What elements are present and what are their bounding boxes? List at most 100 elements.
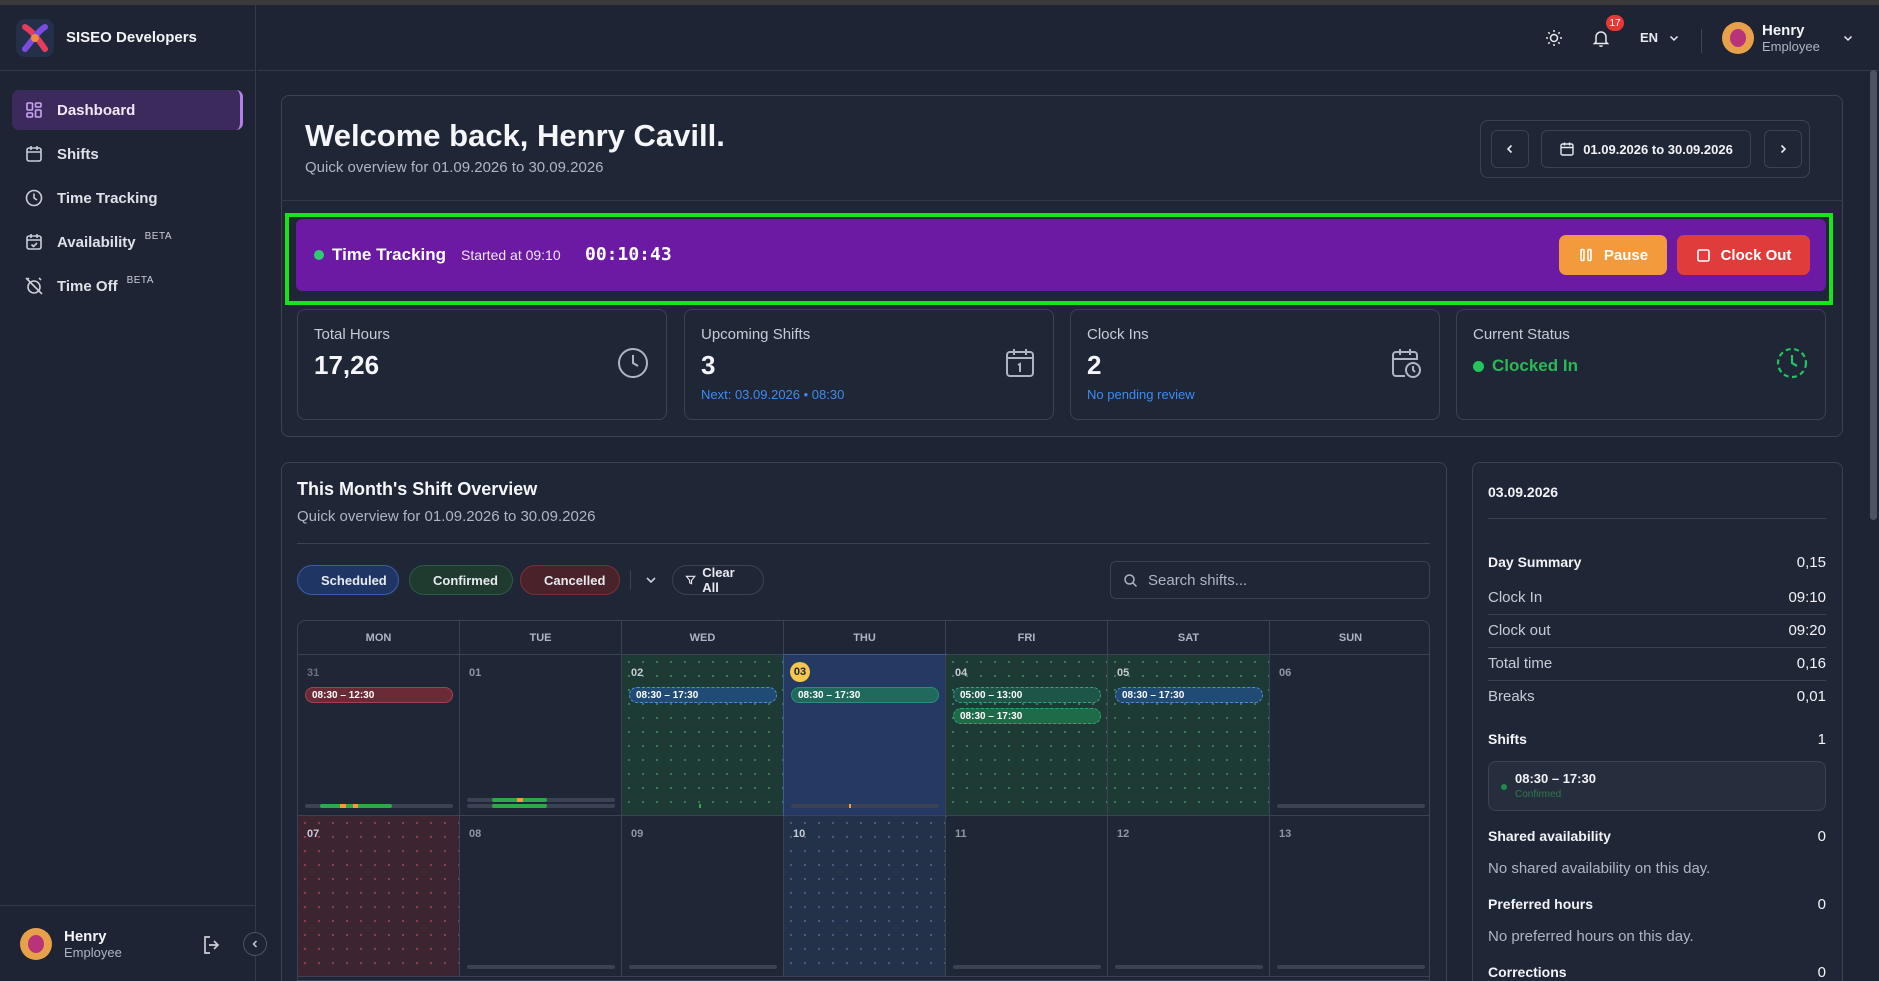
stat-card-clock-ins: Clock Ins 2 No pending review <box>1070 309 1440 420</box>
shift-pill[interactable]: 05:00 – 13:00 <box>953 687 1101 703</box>
calendar-day[interactable]: 12 <box>1108 816 1270 977</box>
filter-scheduled[interactable]: Scheduled <box>297 565 399 595</box>
beta-badge: BETA <box>126 274 154 286</box>
sidebar-item-dashboard[interactable]: Dashboard <box>12 90 243 130</box>
shifts-row: Shifts 1 <box>1488 731 1826 748</box>
calendar-day[interactable]: 06 <box>1270 655 1429 816</box>
shift-pill[interactable]: 08:30 – 17:30 <box>791 687 939 703</box>
shifts-label: Shifts <box>1488 731 1527 747</box>
alarm-off-icon <box>25 277 43 295</box>
sidebar-item-shifts[interactable]: Shifts <box>12 134 243 174</box>
divider <box>1488 680 1826 681</box>
filter-label: Scheduled <box>321 572 387 588</box>
day-number: 09 <box>631 828 644 840</box>
sidebar-item-time-tracking[interactable]: Time Tracking <box>12 178 243 218</box>
shifts-count: 1 <box>1817 731 1826 748</box>
shift-calendar: MON TUE WED THU FRI SAT SUN 31 08:30 – 1… <box>297 620 1430 981</box>
pause-button[interactable]: Pause <box>1559 235 1667 275</box>
next-shift-link[interactable]: Next: 03.09.2026 • 08:30 <box>701 387 845 402</box>
filter-label: Cancelled <box>544 572 606 588</box>
day-timeline <box>629 965 777 969</box>
calendar-day-today[interactable]: 03 08:30 – 17:30 <box>783 654 947 817</box>
collapse-sidebar-button[interactable] <box>243 932 267 956</box>
filter-cancelled[interactable]: Cancelled <box>520 565 620 595</box>
calendar-day[interactable]: 04 05:00 – 13:00 08:30 – 17:30 <box>946 655 1108 816</box>
chevron-left-icon <box>1506 144 1513 154</box>
day-number: 04 <box>955 667 968 679</box>
day-number: 13 <box>1279 828 1292 840</box>
user-menu[interactable]: Henry Employee <box>1722 22 1854 54</box>
filter-confirmed[interactable]: Confirmed <box>409 565 513 595</box>
shift-pill[interactable]: 08:30 – 17:30 <box>1115 687 1263 703</box>
weekday-header: MON <box>298 621 460 655</box>
filter-separator <box>630 570 631 590</box>
bell-icon[interactable] <box>1590 27 1612 49</box>
scrollbar[interactable] <box>1870 70 1877 520</box>
language-selector[interactable]: EN <box>1640 30 1680 45</box>
preferred-hours-row: Preferred hours 0 <box>1488 896 1826 913</box>
clock-icon <box>25 189 43 207</box>
brand[interactable]: SISEO Developers <box>0 5 255 71</box>
pending-review-link[interactable]: No pending review <box>1087 387 1195 402</box>
chevron-down-icon[interactable] <box>641 570 661 590</box>
detail-value: 0,01 <box>1796 688 1826 705</box>
day-number: 05 <box>1117 667 1130 679</box>
filter-icon <box>685 575 696 585</box>
corrections-label: Corrections <box>1488 964 1567 980</box>
dashboard-icon <box>26 102 42 118</box>
topbar-user-name: Henry <box>1762 22 1805 39</box>
weekday-header: WED <box>622 621 784 655</box>
day-number: 11 <box>955 828 967 840</box>
sidebar-item-label: Shifts <box>57 145 99 163</box>
status-value: Clocked In <box>1473 356 1578 376</box>
date-range-navigator: 01.09.2026 to 30.09.2026 <box>1480 120 1810 178</box>
calendar-day[interactable]: 08 <box>460 816 622 977</box>
active-status-dot <box>314 250 324 260</box>
shift-pill[interactable]: 08:30 – 12:30 <box>305 687 453 703</box>
today-marker: 03 <box>790 662 810 682</box>
shift-pill[interactable]: 08:30 – 17:30 <box>953 708 1101 724</box>
clear-filters-button[interactable]: Clear All <box>672 565 764 595</box>
page-title: Welcome back, Henry Cavill. <box>305 118 725 153</box>
calendar-day[interactable]: 10 <box>784 816 946 977</box>
calendar-day[interactable]: 11 <box>946 816 1108 977</box>
sidebar: SISEO Developers Dashboard Shifts Time T… <box>0 5 267 981</box>
avatar[interactable] <box>20 927 52 960</box>
calendar-day[interactable]: 13 <box>1270 816 1429 977</box>
clock-out-button[interactable]: Clock Out <box>1677 235 1810 275</box>
day-number: 31 <box>307 667 320 679</box>
sidebar-item-label: Time Tracking <box>57 189 158 207</box>
shift-card[interactable]: 08:30 – 17:30 Confirmed <box>1488 761 1826 811</box>
beta-badge: BETA <box>144 230 173 242</box>
divider <box>1488 647 1826 648</box>
sidebar-item-time-off[interactable]: Time Off BETA <box>12 266 243 306</box>
day-timeline <box>467 804 615 808</box>
next-period-button[interactable] <box>1764 130 1802 168</box>
calendar-day[interactable]: 05 08:30 – 17:30 <box>1108 655 1270 816</box>
previous-period-button[interactable] <box>1491 130 1529 168</box>
status-text: Clocked In <box>1492 356 1578 375</box>
day-timeline <box>953 965 1101 969</box>
theme-toggle-icon[interactable] <box>1543 27 1565 49</box>
search-icon <box>1124 573 1138 587</box>
shift-pill[interactable]: 08:30 – 17:30 <box>629 687 777 703</box>
day-timeline <box>1277 965 1425 969</box>
language-label: EN <box>1640 30 1659 45</box>
detail-row-breaks: Breaks 0,01 <box>1488 688 1826 705</box>
stat-label: Total Hours <box>314 326 390 343</box>
time-tracking-bar: Time Tracking Started at 09:10 00:10:43 … <box>296 219 1826 291</box>
calendar-day[interactable]: 02 08:30 – 17:30 <box>622 655 784 816</box>
search-input[interactable]: Search shifts... <box>1110 561 1430 599</box>
sidebar-item-availability[interactable]: Availability BETA <box>12 222 243 262</box>
calendar-day[interactable]: 09 <box>622 816 784 977</box>
shared-availability-row: Shared availability 0 <box>1488 828 1826 845</box>
calendar-day[interactable]: 01 <box>460 655 622 816</box>
chevron-right-icon <box>1780 144 1787 154</box>
calendar-day[interactable]: 31 08:30 – 12:30 <box>298 655 460 816</box>
date-range-button[interactable]: 01.09.2026 to 30.09.2026 <box>1541 130 1751 168</box>
calendar-day[interactable]: 07 <box>298 816 460 977</box>
logout-icon[interactable] <box>200 933 224 957</box>
day-number: 02 <box>631 667 644 679</box>
elapsed-timer: 00:10:43 <box>585 244 672 265</box>
day-number: 10 <box>793 828 806 840</box>
